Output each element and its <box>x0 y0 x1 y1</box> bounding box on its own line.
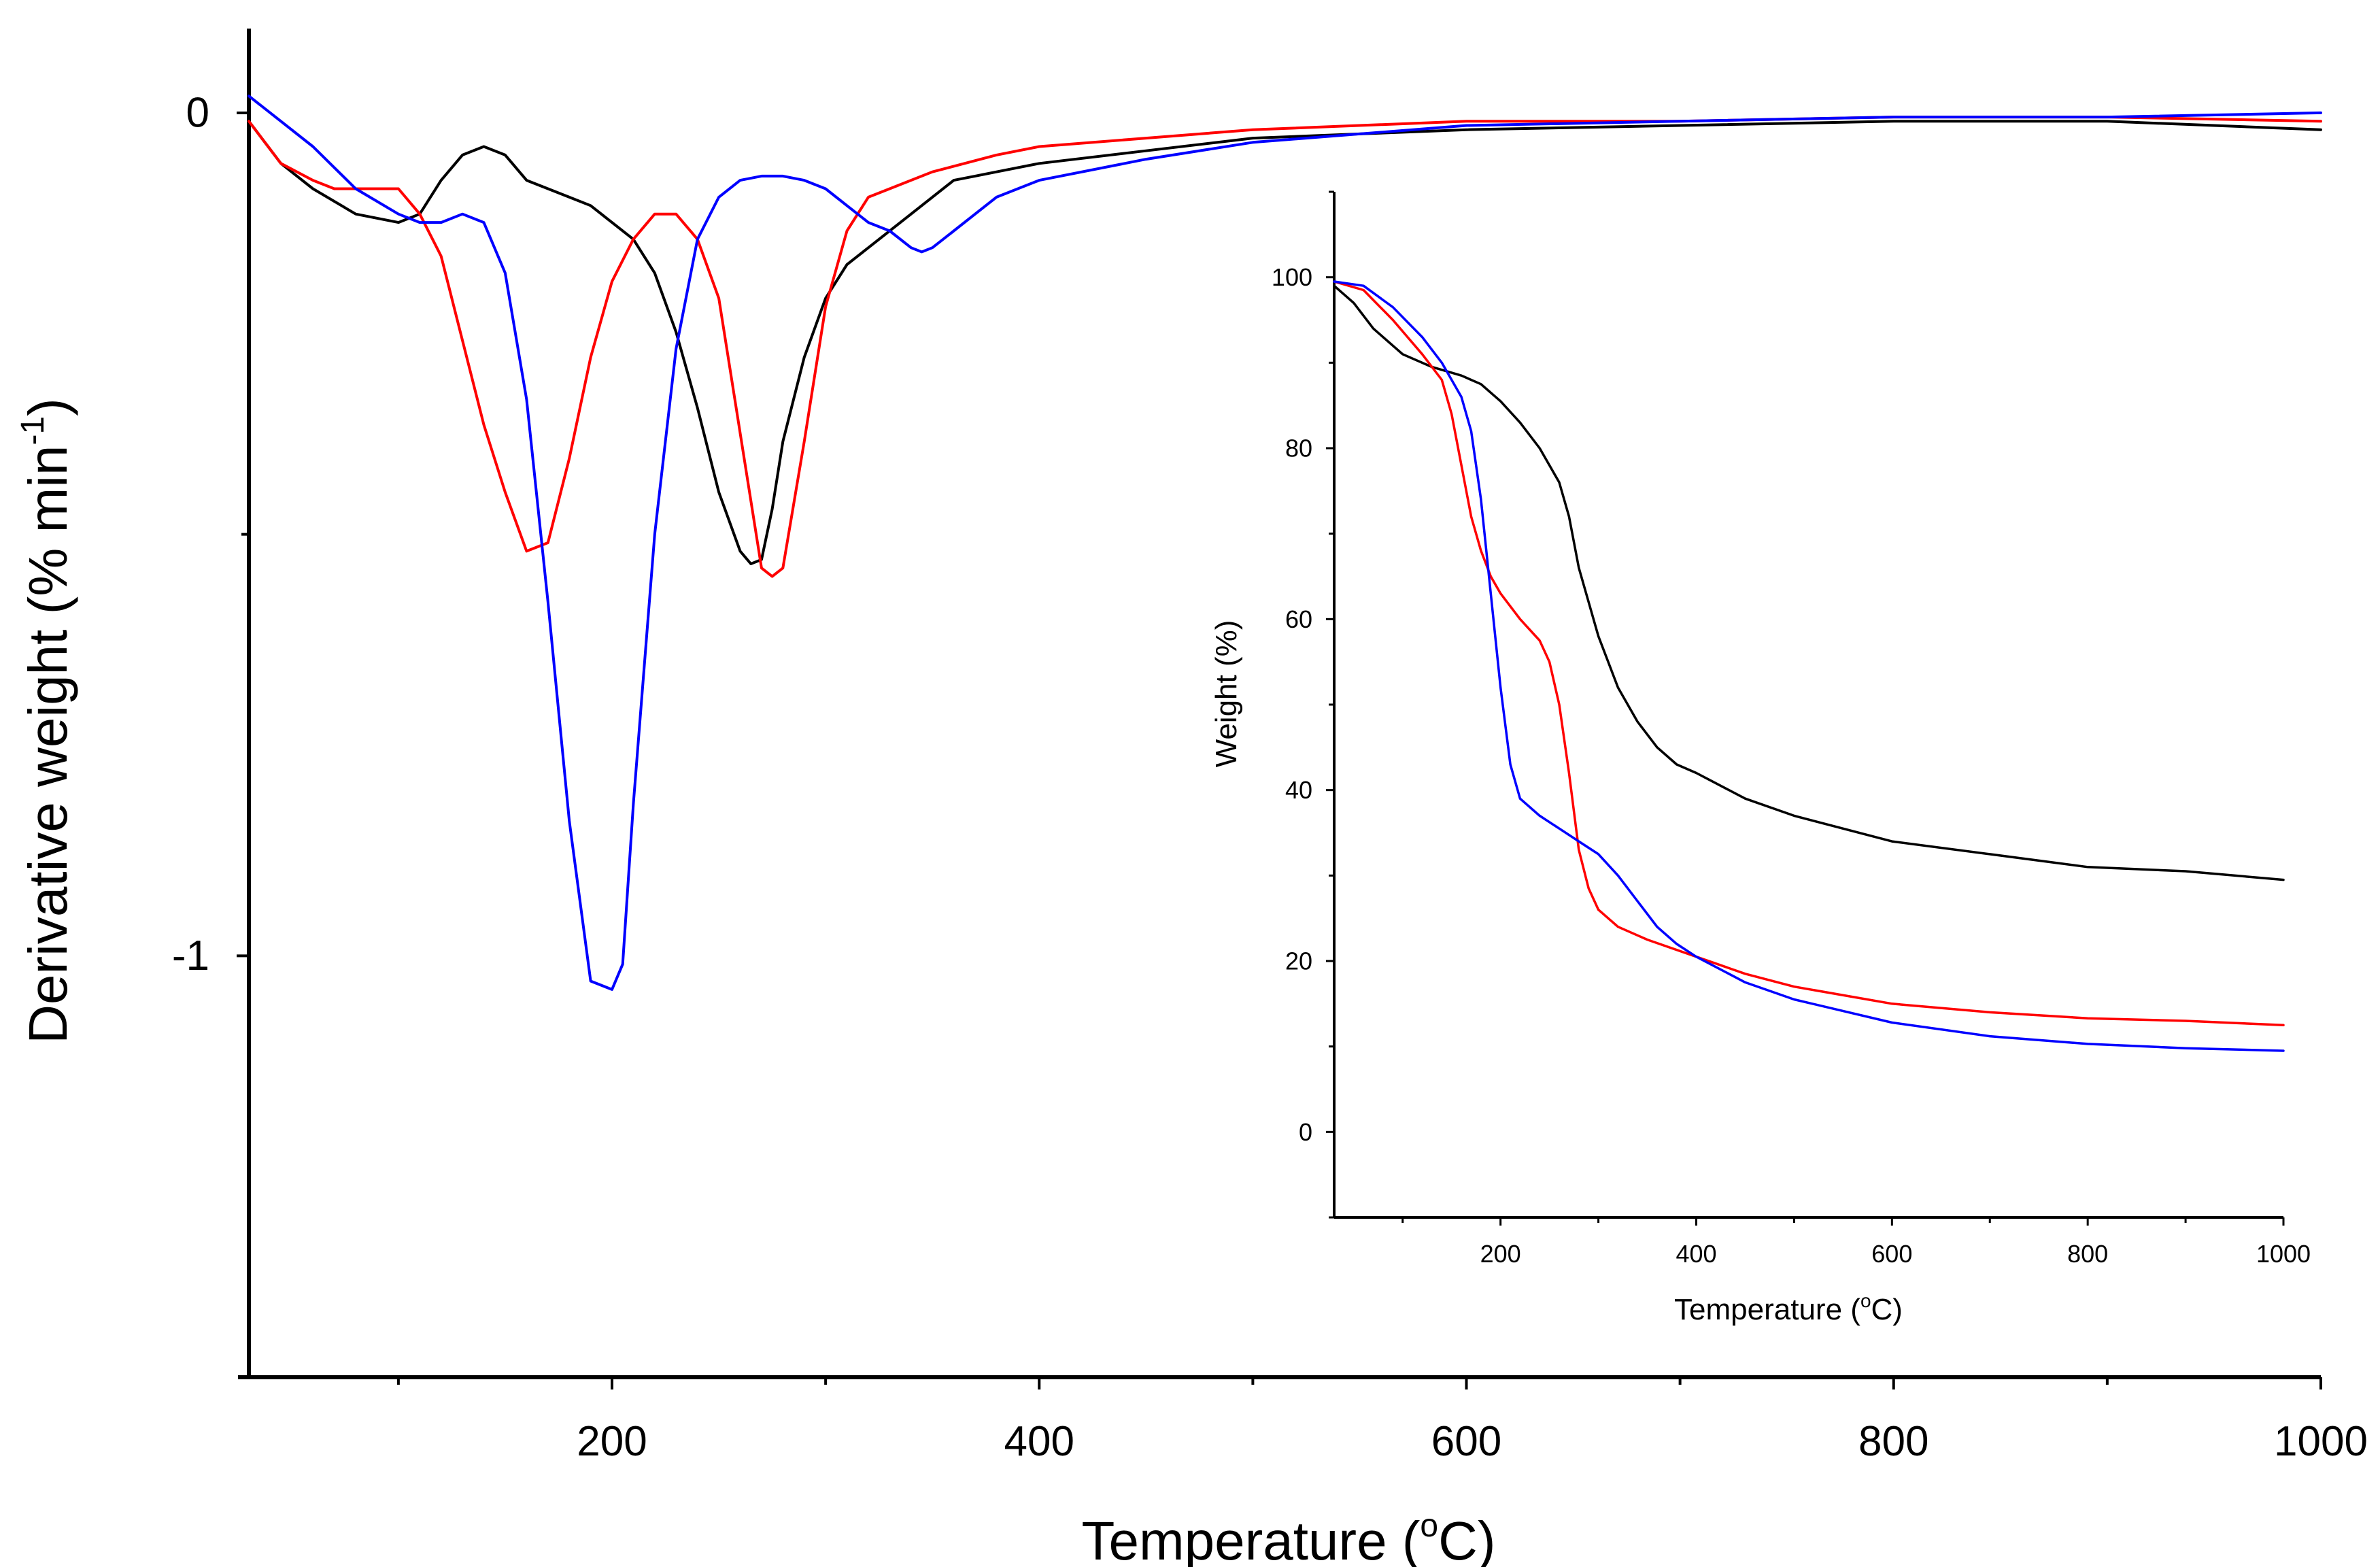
main-y-tick-label: -1 <box>172 932 209 979</box>
inset-curve-black <box>1333 284 2285 881</box>
main-x-axis-title-text: Temperature ( <box>1081 1511 1420 1567</box>
inset-tick-labels: 200 400 600 800 1000 0 20 40 60 80 100 <box>1272 263 2311 1268</box>
inset-x-tick-label: 1000 <box>2256 1240 2311 1268</box>
main-y-axis-title-exponent: -1 <box>15 416 51 445</box>
inset-curve-red <box>1333 280 2285 1027</box>
inset-x-tick-label: 200 <box>1480 1240 1521 1268</box>
inset-y-tick-label: 100 <box>1272 263 1312 291</box>
inset-curve-blue <box>1333 280 2285 1052</box>
main-y-axis-title: Derivative weight (% min-1) <box>15 398 78 1044</box>
main-axis-ticks <box>237 111 2322 1389</box>
main-y-axis-title-close: ) <box>18 398 78 416</box>
inset-curves <box>1333 280 2285 1052</box>
inset-x-axis-title: Temperature (oC) <box>1674 1290 1903 1326</box>
main-curve-blue <box>248 95 2322 991</box>
main-x-tick-label: 400 <box>1004 1418 1074 1465</box>
inset-chart: 200 400 600 800 1000 0 20 40 60 80 100 Temperature… <box>1210 190 2311 1326</box>
inset-y-tick-label: 60 <box>1285 605 1312 633</box>
inset-x-tick-label: 800 <box>2067 1240 2108 1268</box>
inset-x-axis-title-unit: C) <box>1871 1293 1903 1326</box>
inset-y-tick-label: 0 <box>1299 1118 1312 1146</box>
main-curve-black <box>248 120 2322 565</box>
main-x-tick-label: 600 <box>1431 1418 1501 1465</box>
inset-x-tick-label: 400 <box>1676 1240 1716 1268</box>
main-x-tick-label: 200 <box>577 1418 647 1465</box>
inset-x-axis-title-text: Temperature ( <box>1674 1293 1860 1326</box>
main-y-axis-title-text: Derivative weight (% min <box>18 445 78 1044</box>
inset-y-tick-label: 40 <box>1285 776 1312 804</box>
main-curves <box>248 95 2322 991</box>
inset-x-axis-title-degree: o <box>1860 1290 1871 1311</box>
main-x-axis-title-degree: o <box>1420 1508 1438 1544</box>
inset-x-tick-label: 600 <box>1871 1240 1912 1268</box>
inset-y-axis-title: Weight (%) <box>1210 620 1243 768</box>
main-x-tick-label: 1000 <box>2274 1418 2368 1465</box>
inset-y-tick-label: 80 <box>1285 435 1312 462</box>
main-x-tick-label: 800 <box>1858 1418 1928 1465</box>
inset-axis-ticks <box>1326 190 2285 1226</box>
main-x-axis-title-unit: C) <box>1438 1511 1495 1567</box>
main-x-axis-title: Temperature (oC) <box>1081 1508 1495 1567</box>
inset-y-tick-label: 20 <box>1285 947 1312 975</box>
main-y-tick-label: 0 <box>186 89 209 136</box>
